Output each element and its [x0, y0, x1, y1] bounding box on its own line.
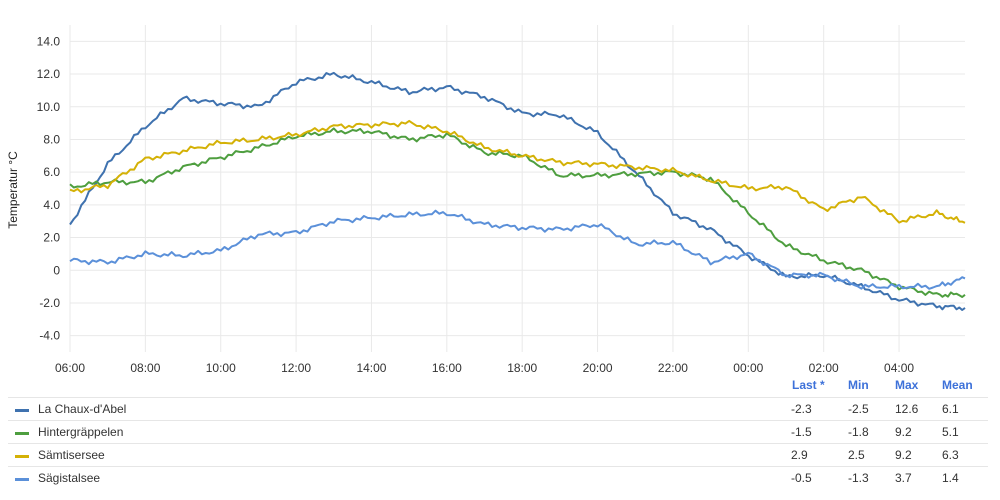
value-max: 12.6	[895, 402, 919, 416]
y-tick-label: 10.0	[37, 100, 61, 114]
col-header-min[interactable]: Min	[848, 378, 869, 392]
y-tick-label: -2.0	[39, 296, 60, 310]
value-mean: 6.1	[942, 402, 959, 416]
y-tick-label: 14.0	[37, 34, 61, 48]
value-max: 3.7	[895, 471, 912, 485]
value-min: -2.5	[848, 402, 869, 416]
value-max: 9.2	[895, 425, 912, 439]
series-name: Sägistalsee	[38, 471, 101, 485]
x-axis-ticks: 06:00 08:00 10:00 12:00 14:00 16:00 18:00 20:00…	[55, 361, 914, 375]
value-last: 2.9	[791, 448, 808, 462]
col-header-last[interactable]: Last *	[792, 378, 825, 392]
legend-row[interactable]: Sägistalsee -0.5 -1.3 3.7 1.4	[8, 466, 988, 490]
y-tick-label: 4.0	[43, 198, 60, 212]
series-line[interactable]	[69, 71, 966, 311]
y-tick-label: 8.0	[43, 132, 60, 146]
x-tick-label: 06:00	[55, 361, 85, 375]
value-mean: 5.1	[942, 425, 959, 439]
series-line[interactable]	[69, 127, 966, 298]
legend-row[interactable]: Sämtisersee 2.9 2.5 9.2 6.3	[8, 443, 988, 467]
x-tick-label: 10:00	[206, 361, 236, 375]
value-min: 2.5	[848, 448, 865, 462]
value-last: -2.3	[791, 402, 812, 416]
y-axis-ticks: 14.0 12.0 10.0 8.0 6.0 4.0 2.0 0 -2.0 -4.0	[37, 34, 61, 342]
series-name: Hintergräppelen	[38, 425, 124, 439]
series-line[interactable]	[69, 209, 966, 290]
x-tick-label: 04:00	[884, 361, 914, 375]
x-tick-label: 18:00	[507, 361, 537, 375]
x-tick-label: 14:00	[356, 361, 386, 375]
temperature-line-chart: 14.012.010.08.06.04.02.00-2.0-4.0 06:00 0…	[6, 25, 966, 375]
chart-series-lines	[69, 71, 966, 311]
y-tick-label: 2.0	[43, 231, 60, 245]
legend-row[interactable]: La Chaux-d'Abel -2.3 -2.5 12.6 6.1	[8, 397, 988, 421]
x-tick-label: 16:00	[432, 361, 462, 375]
series-name: Sämtisersee	[38, 448, 105, 462]
value-min: -1.8	[848, 425, 869, 439]
value-last: -1.5	[791, 425, 812, 439]
series-color-swatch	[15, 409, 29, 412]
value-min: -1.3	[848, 471, 869, 485]
x-tick-label: 00:00	[733, 361, 763, 375]
col-header-mean[interactable]: Mean	[942, 378, 973, 392]
series-line[interactable]	[69, 119, 966, 224]
series-color-swatch	[15, 432, 29, 435]
x-tick-label: 12:00	[281, 361, 311, 375]
y-tick-label: 6.0	[43, 165, 60, 179]
value-mean: 1.4	[942, 471, 959, 485]
col-header-max[interactable]: Max	[895, 378, 919, 392]
series-color-swatch	[15, 478, 29, 481]
series-name: La Chaux-d'Abel	[38, 402, 127, 416]
value-last: -0.5	[791, 471, 812, 485]
x-tick-label: 22:00	[658, 361, 688, 375]
series-color-swatch	[15, 455, 29, 458]
x-tick-label: 08:00	[130, 361, 160, 375]
y-tick-label: -4.0	[39, 329, 60, 343]
legend-row[interactable]: Hintergräppelen -1.5 -1.8 9.2 5.1	[8, 420, 988, 444]
x-tick-label: 20:00	[583, 361, 613, 375]
y-tick-label: 0	[53, 263, 60, 277]
chart-grid	[69, 25, 965, 352]
value-mean: 6.3	[942, 448, 959, 462]
y-axis-label: Temperatur °C	[6, 151, 20, 229]
y-tick-label: 12.0	[37, 67, 61, 81]
x-tick-label: 02:00	[809, 361, 839, 375]
value-max: 9.2	[895, 448, 912, 462]
